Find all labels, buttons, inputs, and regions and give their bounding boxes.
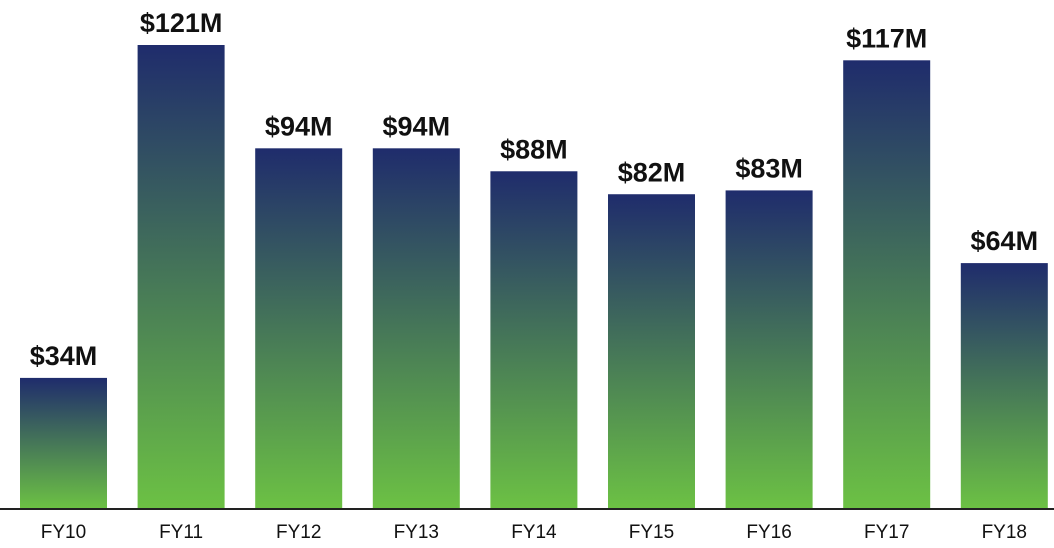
x-tick-label: FY14 <box>511 522 557 543</box>
x-tick-label: FY11 <box>159 522 203 543</box>
x-tick-label: FY12 <box>276 522 321 543</box>
x-tick-label: FY18 <box>982 522 1027 543</box>
value-label: $94M <box>383 111 451 141</box>
x-tick-label: FY10 <box>41 522 86 543</box>
bar <box>608 194 695 509</box>
value-label: $82M <box>618 157 686 187</box>
value-label: $88M <box>500 134 568 164</box>
bar <box>137 45 225 508</box>
bar <box>372 148 460 508</box>
bar <box>960 263 1048 508</box>
x-tick-label: FY15 <box>629 522 674 543</box>
value-label: $83M <box>735 154 803 184</box>
value-label: $121M <box>140 8 223 38</box>
bar <box>490 171 578 509</box>
bar <box>725 190 813 508</box>
x-tick-label: FY17 <box>864 522 909 543</box>
bar <box>843 60 931 508</box>
x-tick-label: FY16 <box>746 522 791 543</box>
x-tick-label: FY13 <box>394 522 439 543</box>
bar <box>255 148 343 508</box>
value-label: $64M <box>971 226 1039 256</box>
value-label: $117M <box>846 23 927 53</box>
value-label: $94M <box>265 111 333 141</box>
bar <box>20 377 107 508</box>
value-label: $34M <box>30 341 98 371</box>
